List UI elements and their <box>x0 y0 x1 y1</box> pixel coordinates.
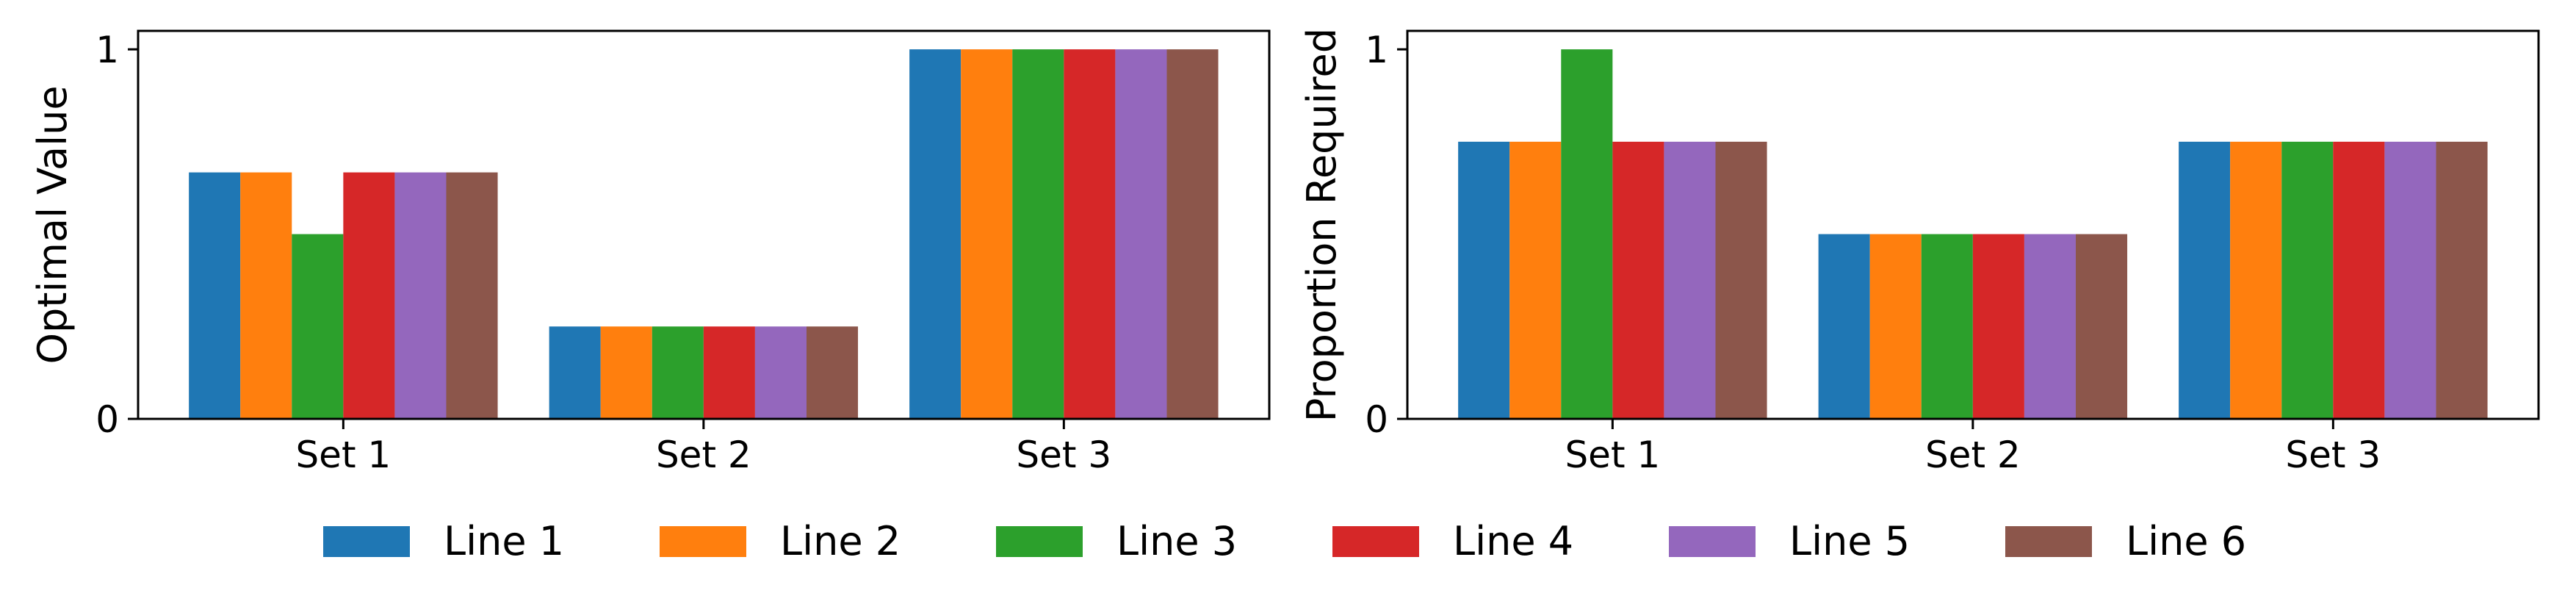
legend-label: Line 5 <box>1789 518 1910 564</box>
bar-line-2-set-1 <box>240 172 292 419</box>
bar-line-2-set-3 <box>2230 141 2282 419</box>
y-tick-label: 0 <box>95 398 119 441</box>
bar-line-5-set-3 <box>1115 49 1167 420</box>
bar-line-5-set-2 <box>754 326 807 419</box>
y-tick-label: 0 <box>1365 398 1388 441</box>
bar-line-3-set-2 <box>1921 234 1973 419</box>
x-tick-label: Set 2 <box>1925 434 2021 476</box>
bar-line-3-set-1 <box>292 234 344 419</box>
bar-line-6-set-2 <box>806 326 859 419</box>
chart-optimal-value: Set 1 Set 2 Set 3 0 1 Optimal Value <box>29 29 1271 476</box>
y-axis-title: Proportion Required <box>1299 28 1345 422</box>
legend-swatch-line-4 <box>1332 526 1419 557</box>
bar-line-3-set-1 <box>1561 49 1613 420</box>
bar-line-4-set-2 <box>703 326 755 419</box>
bars-optimal-value <box>189 49 1219 420</box>
bar-line-2-set-2 <box>1869 234 1922 419</box>
legend-label: Line 1 <box>444 518 564 564</box>
legend: Line 1 Line 2 Line 3 Line 4 Line 5 Line 6 <box>323 518 2246 564</box>
chart-proportion-required: Set 1 Set 2 Set 3 0 1 Proportion Required <box>1299 28 2540 476</box>
bar-line-4-set-3 <box>2333 141 2385 419</box>
legend-label: Line 2 <box>780 518 901 564</box>
ticks-optimal-value: Set 1 Set 2 Set 3 0 1 <box>95 29 1111 476</box>
bar-line-6-set-2 <box>2075 234 2128 419</box>
x-tick-label: Set 1 <box>295 434 391 476</box>
bar-line-5-set-1 <box>1664 141 1716 419</box>
bar-line-6-set-3 <box>2436 141 2488 419</box>
y-tick-label: 1 <box>95 29 119 71</box>
legend-swatch-line-2 <box>660 526 746 557</box>
bar-line-5-set-3 <box>2384 141 2436 419</box>
legend-label: Line 3 <box>1116 518 1237 564</box>
bar-line-4-set-1 <box>343 172 395 419</box>
legend-swatch-line-6 <box>2005 526 2092 557</box>
bar-line-2-set-1 <box>1509 141 1562 419</box>
x-tick-label: Set 3 <box>1016 434 1111 476</box>
bar-line-3-set-3 <box>1012 49 1064 420</box>
bars-proportion-required <box>1458 49 2488 420</box>
bar-line-1-set-2 <box>549 326 601 419</box>
bar-line-3-set-3 <box>2281 141 2334 419</box>
bar-line-4-set-2 <box>1972 234 2024 419</box>
bar-line-5-set-1 <box>394 172 447 419</box>
bar-line-2-set-2 <box>600 326 652 419</box>
bar-line-3-set-2 <box>652 326 704 419</box>
bar-line-1-set-3 <box>2179 141 2231 419</box>
legend-label: Line 6 <box>2126 518 2246 564</box>
bar-line-1-set-3 <box>909 49 962 420</box>
bar-line-5-set-2 <box>2024 234 2076 419</box>
bar-line-1-set-1 <box>189 172 241 419</box>
bar-line-2-set-3 <box>961 49 1013 420</box>
x-tick-label: Set 1 <box>1565 434 1660 476</box>
legend-label: Line 4 <box>1453 518 1573 564</box>
bar-line-4-set-3 <box>1064 49 1116 420</box>
x-tick-label: Set 2 <box>656 434 751 476</box>
y-tick-label: 1 <box>1365 29 1388 71</box>
bar-line-1-set-2 <box>1818 234 1870 419</box>
ticks-proportion-required: Set 1 Set 2 Set 3 0 1 <box>1365 29 2381 476</box>
x-tick-label: Set 3 <box>2285 434 2381 476</box>
legend-swatch-line-1 <box>323 526 410 557</box>
bar-line-6-set-1 <box>446 172 498 419</box>
bar-line-6-set-1 <box>1715 141 1767 419</box>
legend-swatch-line-3 <box>996 526 1083 557</box>
bar-line-6-set-3 <box>1166 49 1219 420</box>
y-axis-title: Optimal Value <box>29 85 76 364</box>
legend-swatch-line-5 <box>1669 526 1756 557</box>
bar-line-4-set-1 <box>1612 141 1664 419</box>
bar-line-1-set-1 <box>1458 141 1510 419</box>
